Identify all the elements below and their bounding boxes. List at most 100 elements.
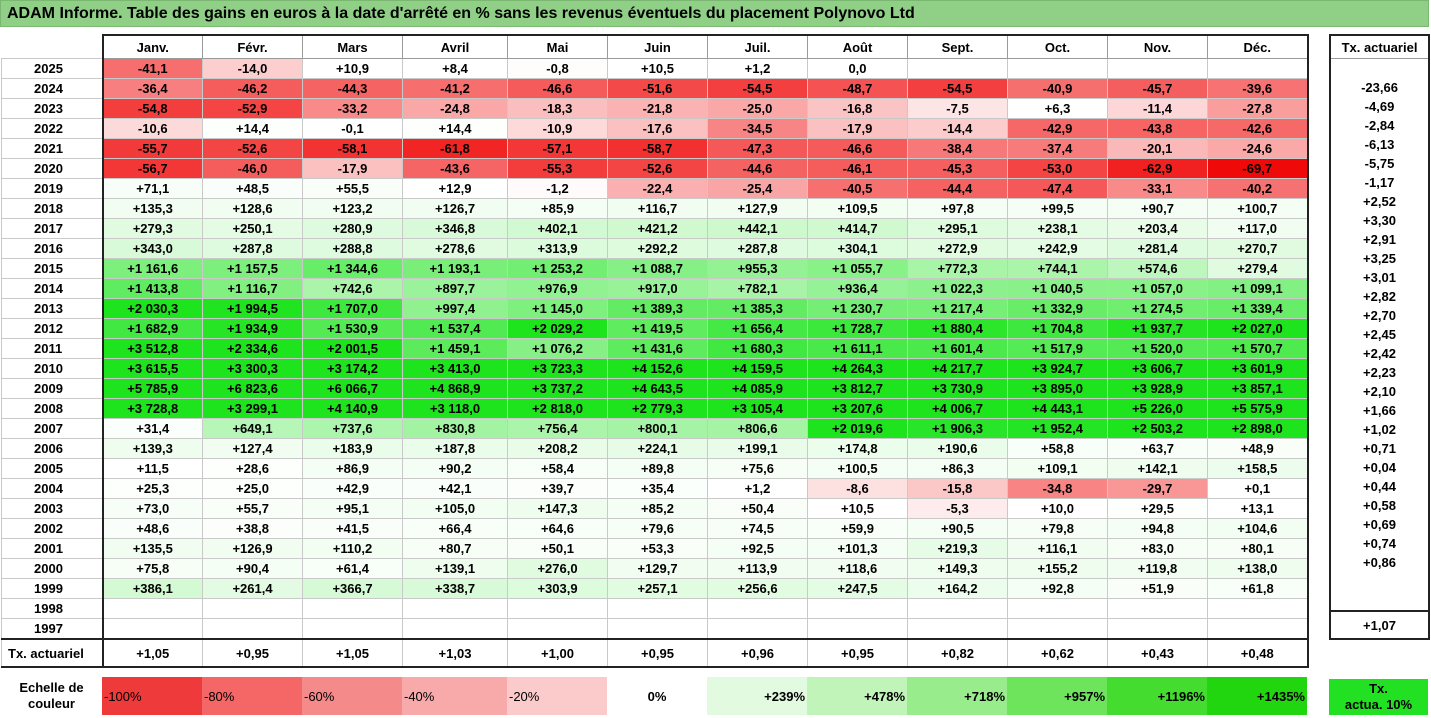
year-label: 2007 [1, 418, 104, 439]
tx-actuariel-table: Tx. actuariel -23,66 -4,69 -2,84 -6,13 -5,75-… [1329, 34, 1430, 640]
year-label: 2014 [1, 278, 104, 299]
gain-cell: +100,7 [1207, 198, 1309, 219]
gain-cell: +414,7 [807, 218, 908, 239]
tx-cell: -5,75 [1329, 154, 1430, 173]
tx-cell: +2,52 [1329, 192, 1430, 211]
avg-cell: +0,48 [1207, 638, 1309, 668]
gain-cell: +89,8 [607, 458, 708, 479]
gain-cell [1007, 598, 1108, 619]
gain-cell: +1 952,4 [1007, 418, 1108, 439]
gain-cell: +343,0 [102, 238, 203, 259]
gain-cell [507, 598, 608, 619]
gain-cell: +1,2 [707, 478, 808, 499]
gain-cell: +955,3 [707, 258, 808, 279]
table-row: 2022 -10,6 +14,4 -0,1 +14,4 -10,9 -17,6 -34,5 -1… [1, 118, 1309, 139]
gain-cell: +303,9 [507, 578, 608, 599]
gain-cell: +10,5 [607, 58, 708, 79]
gain-cell: +261,4 [202, 578, 303, 599]
month-header: Août [807, 34, 908, 59]
table-row: 1997 [1, 618, 1309, 640]
gain-cell: -52,9 [202, 98, 303, 119]
gain-cell: +386,1 [102, 578, 203, 599]
gain-cell: +42,1 [402, 478, 508, 499]
gains-table: Janv. Févr. Mars Avril Mai Juin Juil. Août Sept.… [1, 34, 1309, 668]
gain-cell: +61,8 [1207, 578, 1309, 599]
table-row: 2019 +71,1 +48,5 +55,5 +12,9 -1,2 -22,4 -25,4 -4… [1, 178, 1309, 199]
gain-cell: +92,8 [1007, 578, 1108, 599]
gain-cell: +86,3 [907, 458, 1008, 479]
gain-cell: +1 217,4 [907, 298, 1008, 319]
month-header: Déc. [1207, 34, 1309, 59]
table-row: 2011 +3 512,8 +2 334,6 +2 001,5 +1 459,1 +1 0… [1, 338, 1309, 359]
gain-cell: +48,6 [102, 518, 203, 539]
gain-cell: +1 332,9 [1007, 298, 1108, 319]
table-row: 2013 +2 030,3 +1 994,5 +1 707,0 +997,4 +1 145… [1, 298, 1309, 319]
gain-cell: +90,2 [402, 458, 508, 479]
gain-cell: +128,6 [202, 198, 303, 219]
gain-cell: +742,6 [302, 278, 403, 299]
gain-cell: +1 530,9 [302, 318, 403, 339]
gain-cell: +1 022,3 [907, 278, 1008, 299]
gain-cell: -54,5 [707, 78, 808, 99]
gain-cell: -62,9 [1107, 158, 1208, 179]
gain-cell: +250,1 [202, 218, 303, 239]
gain-cell: +3 606,7 [1107, 358, 1208, 379]
gain-cell: +1 413,8 [102, 278, 203, 299]
gain-cell: -39,6 [1207, 78, 1309, 99]
legend-swatch: +718% [907, 677, 1007, 715]
gain-cell [1207, 618, 1309, 640]
gain-cell: +976,9 [507, 278, 608, 299]
gain-cell: -58,1 [302, 138, 403, 159]
gain-cell: 0,0 [807, 58, 908, 79]
gain-cell: -8,6 [807, 478, 908, 499]
year-label: 1999 [1, 578, 104, 599]
gain-cell [1207, 598, 1309, 619]
gain-cell: -22,4 [607, 178, 708, 199]
gain-cell: +190,6 [907, 438, 1008, 459]
avg-cell: +0,43 [1107, 638, 1208, 668]
gain-cell: -45,3 [907, 158, 1008, 179]
gain-cell: +2 019,6 [807, 418, 908, 439]
gain-cell: +92,5 [707, 538, 808, 559]
gain-cell: +79,6 [607, 518, 708, 539]
tx-legend-line2: actua. 10% [1344, 697, 1413, 712]
legend-swatch: 0% [607, 677, 707, 715]
gain-cell: +135,3 [102, 198, 203, 219]
gain-cell: +4 006,7 [907, 398, 1008, 419]
gain-cell: +90,4 [202, 558, 303, 579]
gain-cell: +219,3 [907, 538, 1008, 559]
gain-cell: +744,1 [1007, 258, 1108, 279]
gain-cell [1007, 618, 1108, 640]
gain-cell: +3 857,1 [1207, 378, 1309, 399]
gain-cell: +304,1 [807, 238, 908, 259]
gain-cell [707, 598, 808, 619]
legend-label: Echelle de couleur [1, 677, 102, 715]
year-label: 2005 [1, 458, 104, 479]
gain-cell: +1 389,3 [607, 298, 708, 319]
year-label: 2023 [1, 98, 104, 119]
gain-cell [102, 618, 203, 640]
gain-cell: +1 193,1 [402, 258, 508, 279]
gain-cell: -55,7 [102, 138, 203, 159]
gain-cell: -14,4 [907, 118, 1008, 139]
gain-cell: +38,8 [202, 518, 303, 539]
gain-cell: -33,2 [302, 98, 403, 119]
year-label: 2018 [1, 198, 104, 219]
gain-cell [402, 618, 508, 640]
table-row: 2008 +3 728,8 +3 299,1 +4 140,9 +3 118,0 +2 8… [1, 398, 1309, 419]
gain-cell: +1 682,9 [102, 318, 203, 339]
gain-cell [1107, 618, 1208, 640]
table-row: 2000 +75,8 +90,4 +61,4 +139,1 +276,0 +129,7 +11… [1, 558, 1309, 579]
gain-cell: +3 924,7 [1007, 358, 1108, 379]
gain-cell: +1 570,7 [1207, 338, 1309, 359]
table-row: 2007 +31,4 +649,1 +737,6 +830,8 +756,4 +800,1 +… [1, 418, 1309, 439]
tx-total-cell: +1,07 [1329, 610, 1430, 640]
gain-cell: +10,5 [807, 498, 908, 519]
gain-cell: +4 868,9 [402, 378, 508, 399]
table-row: 2001 +135,5 +126,9 +110,2 +80,7 +50,1 +53,3 +92… [1, 538, 1309, 559]
gain-cell: +737,6 [302, 418, 403, 439]
gain-cell: +1 906,3 [907, 418, 1008, 439]
gain-cell: -11,4 [1107, 98, 1208, 119]
gain-cell: +86,9 [302, 458, 403, 479]
month-header: Mai [507, 34, 608, 59]
